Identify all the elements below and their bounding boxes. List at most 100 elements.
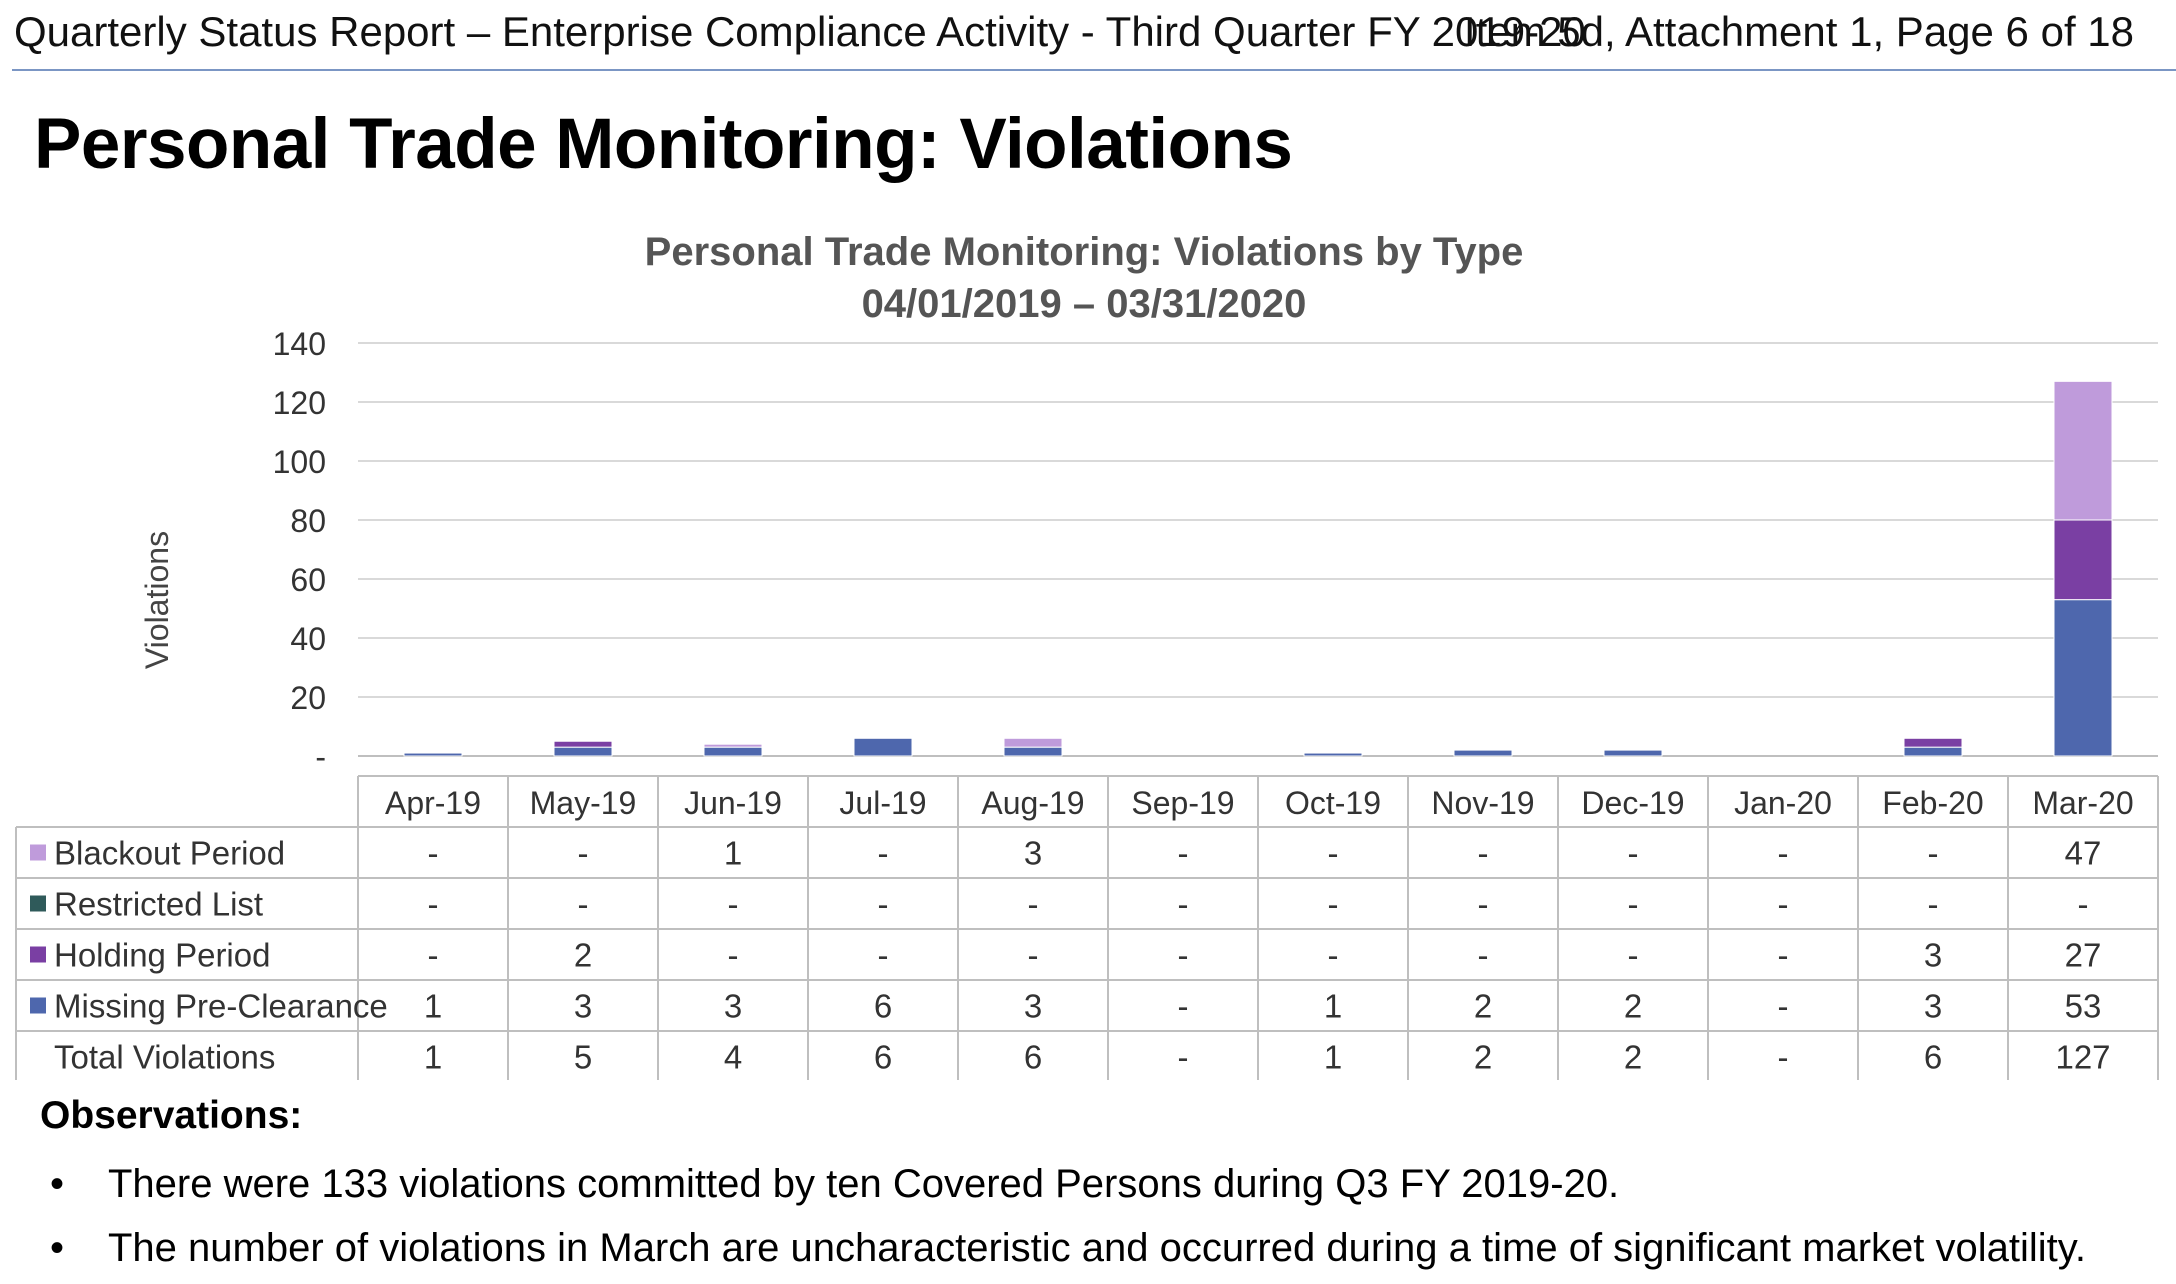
bar-segment	[553, 740, 613, 748]
y-tick-label: 120	[273, 385, 326, 421]
table-cell: -	[1778, 988, 1789, 1025]
table-cell: 6	[1924, 1039, 1942, 1076]
table-cell: 2	[574, 937, 592, 974]
table-cell: 3	[1024, 988, 1042, 1025]
bar-segment	[1003, 746, 1063, 757]
observation-text: The number of violations in March are un…	[108, 1226, 2086, 1270]
table-cell: -	[2078, 886, 2089, 923]
y-tick-label: -	[315, 739, 326, 775]
chart-title: Personal Trade Monitoring: Violations by…	[645, 230, 1524, 274]
table-cell: 1	[424, 988, 442, 1025]
bullet-icon: •	[50, 1226, 65, 1270]
y-tick-label: 140	[273, 326, 326, 362]
bar-segment	[2053, 380, 2113, 521]
y-tick-label: 100	[273, 444, 326, 480]
table-cell: -	[1328, 835, 1339, 872]
bar-segment	[2053, 519, 2113, 601]
table-cell: 3	[1924, 937, 1942, 974]
x-tick-label: Mar-20	[2032, 785, 2133, 821]
table-cell: 47	[2065, 835, 2102, 872]
table-cell: -	[428, 937, 439, 974]
table-cell: 3	[574, 988, 592, 1025]
table-cell: 2	[1474, 988, 1492, 1025]
y-tick-label: 60	[290, 562, 326, 598]
observations-heading: Observations:	[40, 1094, 303, 1137]
table-cell: 27	[2065, 937, 2102, 974]
y-tick-label: 40	[290, 621, 326, 657]
observation-text: There were 133 violations committed by t…	[108, 1162, 1620, 1206]
table-cell: 2	[1474, 1039, 1492, 1076]
table-cell: -	[1778, 835, 1789, 872]
table-cell: -	[1028, 937, 1039, 974]
table-cell: -	[1328, 937, 1339, 974]
x-tick-label: Oct-19	[1285, 785, 1381, 821]
y-tick-label: 80	[290, 503, 326, 539]
table-cell: -	[1778, 886, 1789, 923]
table-cell: -	[1328, 886, 1339, 923]
x-tick-label: Apr-19	[385, 785, 481, 821]
bar-segment	[403, 752, 463, 757]
table-row-label: Restricted List	[54, 886, 263, 923]
table-cell: -	[728, 886, 739, 923]
x-tick-label: Nov-19	[1431, 785, 1534, 821]
table-cell: 2	[1624, 1039, 1642, 1076]
table-cell: -	[1778, 1039, 1789, 1076]
table-cell: -	[1778, 937, 1789, 974]
table-row-label: Blackout Period	[54, 835, 285, 872]
legend-swatch-icon	[30, 997, 46, 1014]
page-reference: Item 5d, Attachment 1, Page 6 of 18	[1463, 8, 2134, 55]
x-tick-label: Jan-20	[1734, 785, 1832, 821]
table-cell: 6	[1024, 1039, 1042, 1076]
table-cell: 6	[874, 1039, 892, 1076]
observation-item: • The number of violations in March are …	[50, 1216, 2086, 1280]
table-cell: -	[728, 937, 739, 974]
violations-chart: Personal Trade Monitoring: Violations by…	[15, 230, 2159, 1080]
bar-segment	[703, 746, 763, 757]
table-cell: -	[1928, 886, 1939, 923]
legend-swatch-icon	[30, 844, 46, 861]
table-cell: 3	[724, 988, 742, 1025]
table-cell: -	[1028, 886, 1039, 923]
table-cell: 4	[724, 1039, 742, 1076]
table-cell: -	[878, 835, 889, 872]
chart-subtitle: 04/01/2019 – 03/31/2020	[862, 282, 1307, 326]
table-cell: -	[1178, 835, 1189, 872]
page-title: Personal Trade Monitoring: Violations	[34, 105, 1293, 184]
bullet-icon: •	[50, 1162, 65, 1206]
x-tick-label: Aug-19	[981, 785, 1084, 821]
bar-segment	[1453, 749, 1513, 757]
bar-segment	[1003, 737, 1063, 748]
table-row-label: Total Violations	[54, 1039, 275, 1076]
bar-segment	[1303, 752, 1363, 757]
table-cell: -	[428, 886, 439, 923]
table-cell: -	[1478, 835, 1489, 872]
bar-segment	[703, 743, 763, 748]
table-cell: 127	[2055, 1039, 2110, 1076]
table-cell: -	[1178, 886, 1189, 923]
table-row-label: Missing Pre-Clearance	[54, 988, 388, 1025]
table-cell: -	[1628, 886, 1639, 923]
observations-list: • There were 133 violations committed by…	[50, 1152, 2086, 1280]
x-tick-label: Jun-19	[684, 785, 782, 821]
table-cell: -	[1178, 1039, 1189, 1076]
header-divider	[12, 69, 2176, 71]
table-cell: -	[1178, 937, 1189, 974]
table-cell: -	[1478, 886, 1489, 923]
bar-segment	[2053, 599, 2113, 757]
table-cell: -	[1628, 835, 1639, 872]
table-cell: 53	[2065, 988, 2102, 1025]
x-tick-label: Jul-19	[839, 785, 926, 821]
table-cell: 1	[724, 835, 742, 872]
table-cell: 3	[1924, 988, 1942, 1025]
table-cell: 6	[874, 988, 892, 1025]
x-tick-label: Feb-20	[1882, 785, 1983, 821]
bar-segment	[853, 737, 913, 757]
legend-swatch-icon	[30, 946, 46, 963]
table-cell: 1	[1324, 988, 1342, 1025]
legend-swatch-icon	[30, 895, 46, 912]
y-tick-label: 20	[290, 680, 326, 716]
table-cell: -	[878, 886, 889, 923]
table-cell: -	[428, 835, 439, 872]
table-cell: -	[1478, 937, 1489, 974]
table-cell: 1	[1324, 1039, 1342, 1076]
